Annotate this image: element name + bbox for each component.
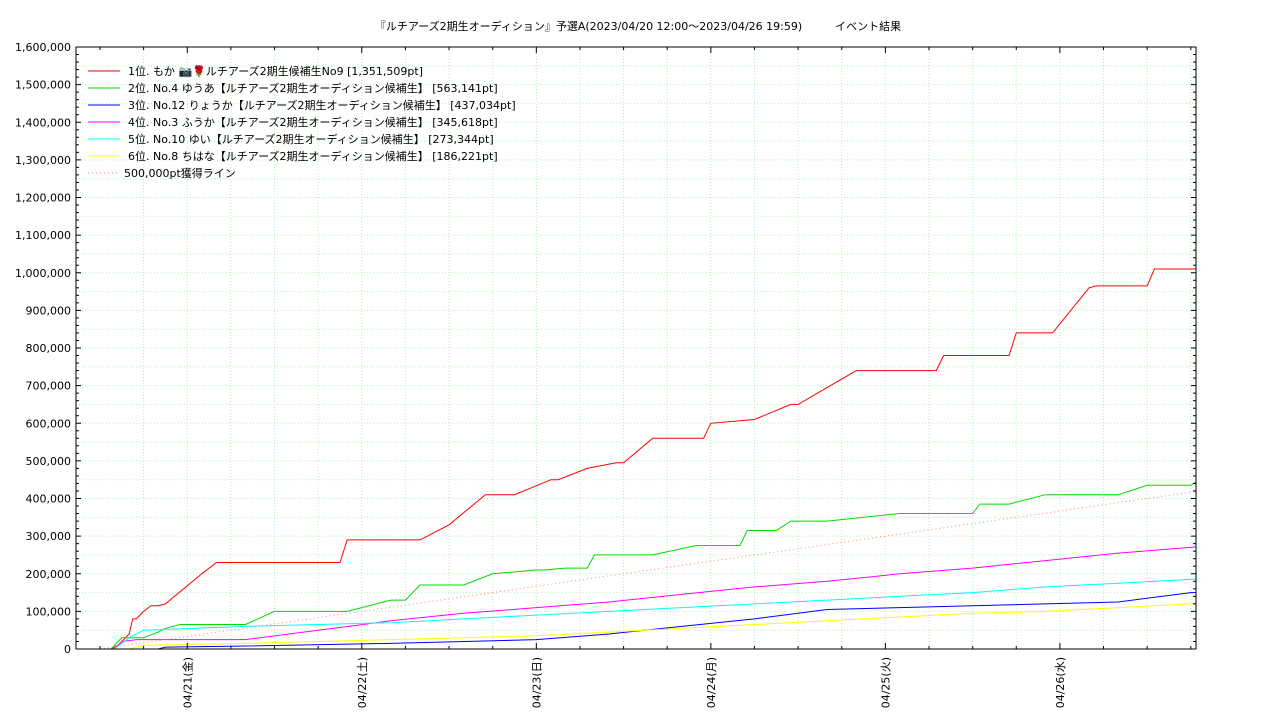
series-line-5 bbox=[100, 578, 1196, 649]
x-tick-label: 04/25(火) bbox=[879, 657, 892, 708]
x-tick-label: 04/23(日) bbox=[530, 657, 543, 708]
series-line-4 bbox=[100, 546, 1196, 649]
y-tick-label: 1,500,000 bbox=[15, 79, 71, 92]
y-tick-label: 300,000 bbox=[26, 530, 72, 543]
series-line-3 bbox=[100, 591, 1196, 649]
legend-label-2: 2位. No.4 ゆうあ【ルチアーズ2期生オーディション候補生】 [563,14… bbox=[128, 81, 498, 95]
legend-label-5: 5位. No.10 ゆい【ルチアーズ2期生オーディション候補生】 [273,34… bbox=[128, 132, 494, 146]
y-tick-label: 200,000 bbox=[26, 568, 72, 581]
legend-label-4: 4位. No.3 ふうか【ルチアーズ2期生オーディション候補生】 [345,61… bbox=[128, 115, 498, 129]
chart-title: 『ルチアーズ2期生オーディション』予選A(2023/04/20 12:00～20… bbox=[375, 19, 901, 33]
series-line-2 bbox=[100, 481, 1196, 649]
x-tick-label: 04/21(金) bbox=[180, 657, 194, 708]
legend: 1位. もか 📷🌹ルチアーズ2期生候補生No9 [1,351,509pt] 2位.… bbox=[88, 64, 516, 180]
y-tick-label: 1,300,000 bbox=[15, 154, 71, 167]
y-tick-label: 1,000,000 bbox=[15, 267, 71, 280]
y-tick-label: 600,000 bbox=[26, 417, 72, 430]
y-tick-label: 400,000 bbox=[26, 493, 72, 506]
grid bbox=[76, 47, 1196, 649]
x-tick-label: 04/24(月) bbox=[705, 657, 718, 708]
y-tick-label: 1,200,000 bbox=[15, 192, 71, 205]
y-tick-label: 1,100,000 bbox=[15, 229, 71, 242]
y-tick-label: 700,000 bbox=[26, 380, 72, 393]
x-tick-label: 04/22(土) bbox=[356, 657, 369, 708]
x-tick-label: 04/26(水) bbox=[1054, 657, 1067, 708]
y-tick-label: 1,400,000 bbox=[15, 116, 71, 129]
axes: 0 100,000 200,000 300,000 400,000 500,000 600,… bbox=[15, 41, 1196, 708]
y-tick-label: 500,000 bbox=[26, 455, 72, 468]
legend-label-3: 3位. No.12 りょうか【ルチアーズ2期生オーディション候補生】 [437,… bbox=[128, 98, 516, 112]
legend-label-6: 6位. No.8 ちはな【ルチアーズ2期生オーディション候補生】 [186,22… bbox=[128, 149, 498, 163]
y-tick-label: 1,600,000 bbox=[15, 41, 71, 54]
series-lines bbox=[99, 268, 1196, 649]
legend-label-7: 500,000pt獲得ライン bbox=[124, 167, 236, 180]
y-tick-label: 100,000 bbox=[26, 605, 72, 618]
y-tick-label: 900,000 bbox=[26, 304, 72, 317]
series-line-6 bbox=[100, 602, 1196, 649]
y-tick-label: 0 bbox=[64, 643, 71, 656]
legend-label-1: 1位. もか 📷🌹ルチアーズ2期生候補生No9 [1,351,509pt] bbox=[128, 64, 423, 78]
y-tick-label: 800,000 bbox=[26, 342, 72, 355]
series-line-7 bbox=[99, 491, 1196, 649]
series-line-1 bbox=[100, 268, 1196, 649]
